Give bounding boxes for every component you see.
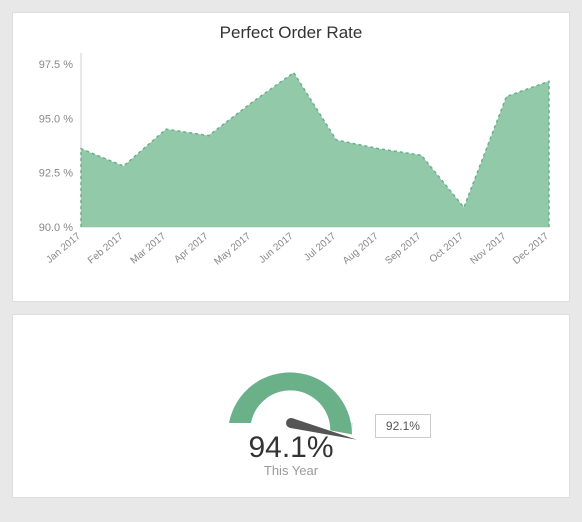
svg-text:90.0 %: 90.0 %	[39, 222, 73, 234]
gauge-value: 94.1%	[13, 431, 569, 465]
svg-text:Mar 2017: Mar 2017	[129, 231, 169, 267]
gauge-chart: 94.1% This Year 92.1%	[13, 315, 569, 497]
gauge-label: This Year	[13, 463, 569, 478]
gauge-target-value: 92.1%	[386, 419, 420, 433]
svg-text:Jan 2017: Jan 2017	[44, 231, 83, 266]
chart-title: Perfect Order Rate	[27, 23, 555, 43]
svg-text:Jun 2017: Jun 2017	[257, 231, 296, 266]
svg-text:95.0 %: 95.0 %	[39, 113, 73, 125]
svg-text:Jul 2017: Jul 2017	[302, 231, 338, 264]
svg-text:Nov 2017: Nov 2017	[469, 231, 509, 267]
svg-text:Aug 2017: Aug 2017	[341, 231, 381, 267]
svg-text:Apr 2017: Apr 2017	[172, 231, 210, 266]
svg-text:Sep 2017: Sep 2017	[383, 231, 423, 267]
svg-text:Dec 2017: Dec 2017	[511, 231, 551, 267]
area-chart: 90.0 % 92.5 % 95.0 % 97.5 % Jan 2017Feb 2017…	[27, 47, 555, 277]
gauge-target-badge: 92.1%	[375, 414, 431, 438]
svg-text:Oct 2017: Oct 2017	[428, 231, 466, 266]
gauge-card: 94.1% This Year 92.1%	[12, 314, 570, 498]
svg-text:Feb 2017: Feb 2017	[86, 231, 126, 267]
svg-text:92.5 %: 92.5 %	[39, 168, 73, 180]
perfect-order-rate-card: Perfect Order Rate 90.0 % 92.5 % 95.0 % 97.…	[12, 12, 570, 302]
svg-text:May 2017: May 2017	[212, 231, 253, 268]
svg-text:97.5 %: 97.5 %	[39, 59, 73, 71]
